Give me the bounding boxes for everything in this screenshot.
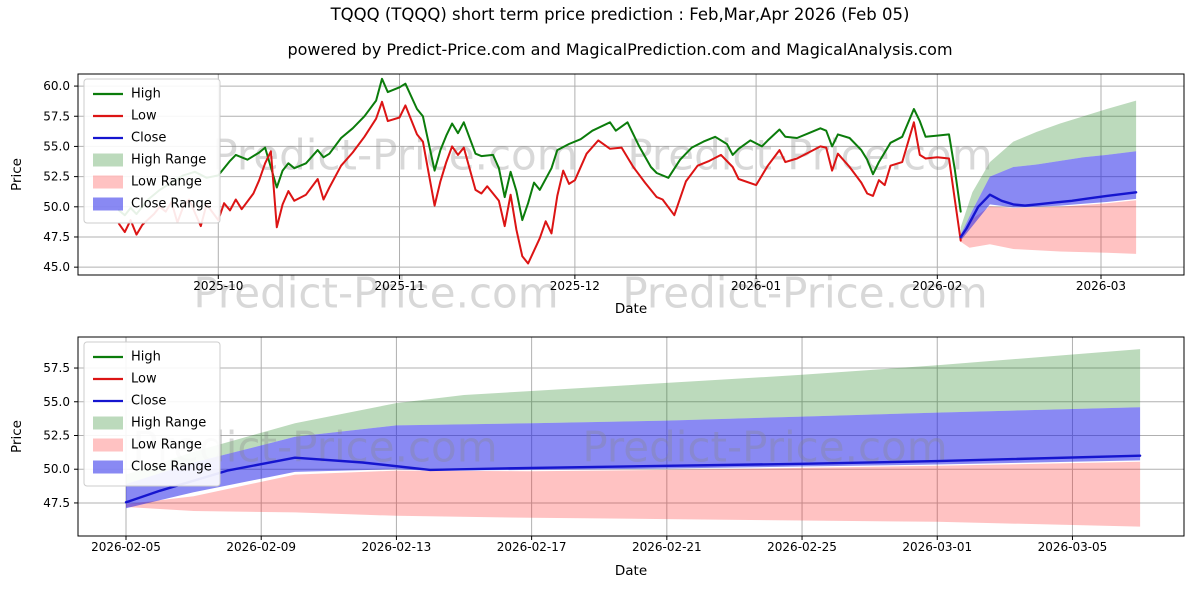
legend-item-label: Close Range <box>131 460 212 475</box>
band-low-range <box>126 461 1141 527</box>
x-tick-label: 2026-02-05 <box>91 540 161 554</box>
x-axis-label: Date <box>615 301 647 317</box>
x-tick-label: 2026-02-13 <box>362 540 432 554</box>
y-tick-label: 52.5 <box>43 428 70 442</box>
x-tick-label: 2026-03-05 <box>1038 540 1108 554</box>
x-tick-label: 2026-02-17 <box>497 540 567 554</box>
legend-swatch-fill <box>93 460 123 474</box>
y-tick-label: 47.5 <box>43 230 70 244</box>
band-close-range <box>126 407 1141 509</box>
legend-item-label: Close <box>131 131 166 146</box>
watermark-text: Predict-Price.com <box>627 131 992 180</box>
legend-swatch-fill <box>93 153 123 167</box>
legend-item-label: Low Range <box>131 438 202 453</box>
y-axis-label: Price <box>9 158 25 191</box>
series-close <box>959 191 1138 239</box>
y-tick-label: 50.0 <box>43 200 70 214</box>
legend-item-label: High Range <box>131 416 206 431</box>
legend-swatch-fill <box>93 197 123 211</box>
y-tick-label: 45.0 <box>43 260 70 274</box>
y-axis-label: Price <box>9 420 25 453</box>
band-low-range <box>960 200 1137 254</box>
y-tick-label: 52.5 <box>43 170 70 184</box>
series-low <box>117 100 962 265</box>
legend-item-label: Close Range <box>131 197 212 212</box>
y-tick-label: 60.0 <box>43 79 70 93</box>
y-tick-label: 57.5 <box>43 109 70 123</box>
price-chart-top: Predict-Price.com Predict-Price.com Predic… <box>9 73 1185 318</box>
x-tick-label: 2026-02 <box>912 279 962 293</box>
legend: High Low Close High Range Low Range Close Ran… <box>83 341 221 487</box>
legend-swatch-fill <box>93 438 123 452</box>
figure-subtitle: powered by Predict-Price.com and Magical… <box>287 40 953 59</box>
legend-item-label: High <box>131 350 161 365</box>
y-tick-label: 50.0 <box>43 462 70 476</box>
legend-item-label: Close <box>131 394 166 409</box>
y-tick-label: 55.0 <box>43 395 70 409</box>
x-tick-label: 2025-12 <box>550 279 600 293</box>
x-axis-label: Date <box>615 563 647 579</box>
figure-title: TQQQ (TQQQ) short term price prediction … <box>330 5 910 24</box>
legend-item-label: Low <box>131 109 157 124</box>
watermark-text: Predict-Price.com <box>622 269 987 318</box>
y-tick-label: 55.0 <box>43 139 70 153</box>
x-tick-label: 2026-02-09 <box>226 540 296 554</box>
x-tick-label: 2025-11 <box>374 279 424 293</box>
x-tick-label: 2026-01 <box>731 279 781 293</box>
legend-item-label: Low <box>131 372 157 387</box>
legend-item-label: High <box>131 87 161 102</box>
legend: High Low Close High Range Low Range Close Ran… <box>83 78 221 224</box>
y-tick-label: 57.5 <box>43 361 70 375</box>
x-tick-label: 2026-03-01 <box>902 540 972 554</box>
band-close-range <box>960 151 1137 241</box>
x-tick-label: 2026-02-25 <box>767 540 837 554</box>
legend-item-label: Low Range <box>131 175 202 190</box>
watermark-text: Predict-Price.com <box>193 269 558 318</box>
x-tick-label: 2025-10 <box>193 279 243 293</box>
y-tick-label: 47.5 <box>43 496 70 510</box>
plot-frame <box>77 336 1185 537</box>
x-tick-label: 2026-02-21 <box>632 540 702 554</box>
legend-swatch-fill <box>93 416 123 430</box>
band-high-range <box>960 100 1137 235</box>
legend-item-label: High Range <box>131 153 206 168</box>
legend-swatch-fill <box>93 175 123 189</box>
x-tick-label: 2026-03 <box>1076 279 1126 293</box>
price-chart-bottom: Predict-Price.com Predict-Price.com2026-0… <box>9 336 1185 579</box>
band-high-range <box>126 349 1141 485</box>
plot-frame <box>77 73 1185 276</box>
